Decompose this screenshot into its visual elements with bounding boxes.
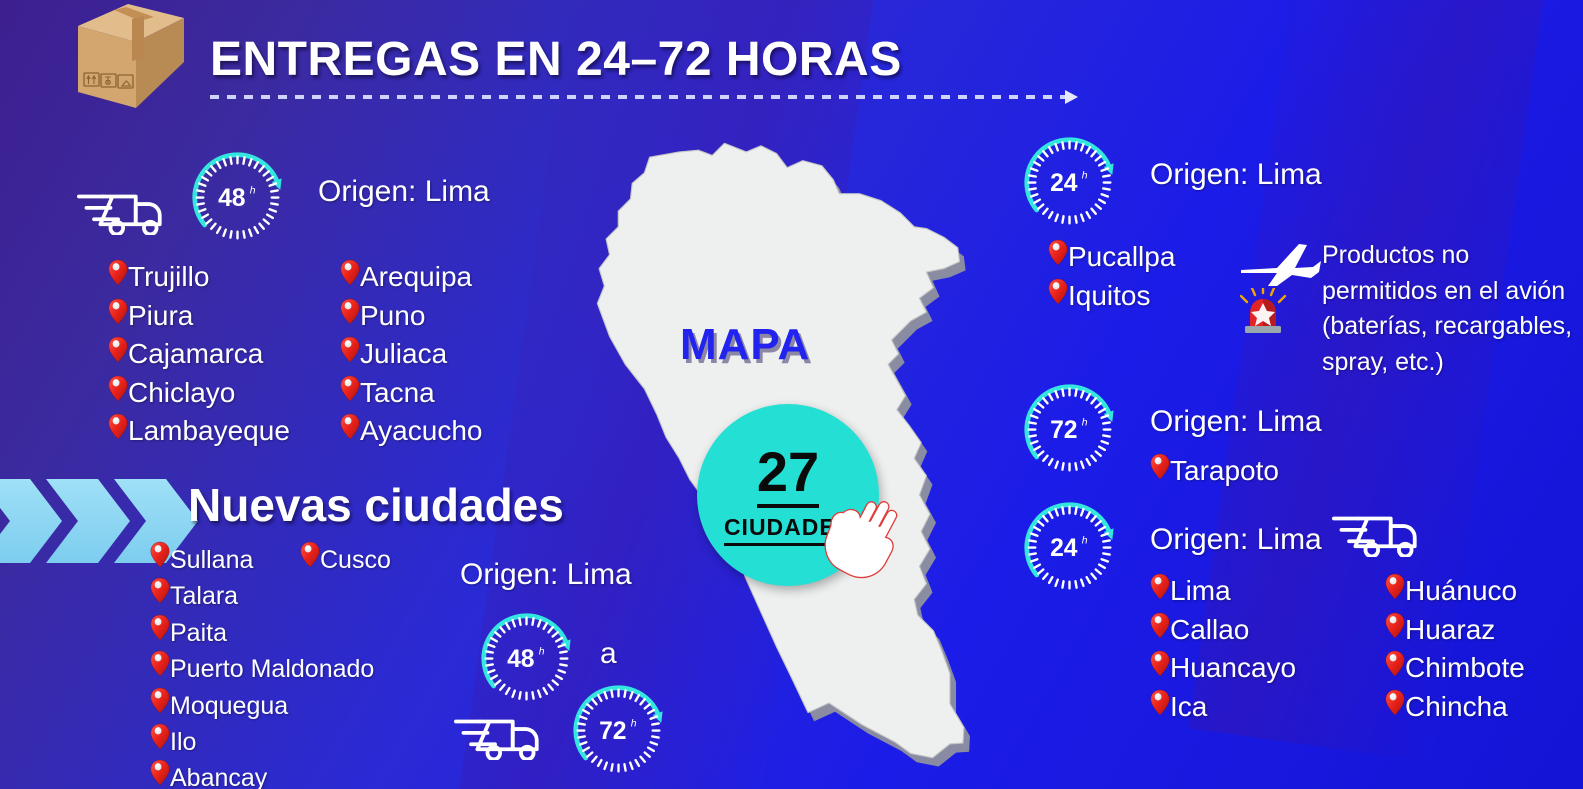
svg-text:48: 48 (507, 646, 534, 673)
svg-text:h: h (1082, 418, 1088, 429)
svg-text:48: 48 (218, 185, 245, 212)
svg-text:h: h (539, 647, 545, 658)
svg-text:h: h (1082, 171, 1088, 182)
svg-text:72: 72 (1050, 417, 1077, 444)
svg-text:24: 24 (1050, 170, 1078, 197)
svg-text:h: h (1082, 536, 1088, 547)
svg-text:24: 24 (1050, 535, 1078, 562)
svg-text:h: h (250, 186, 256, 197)
